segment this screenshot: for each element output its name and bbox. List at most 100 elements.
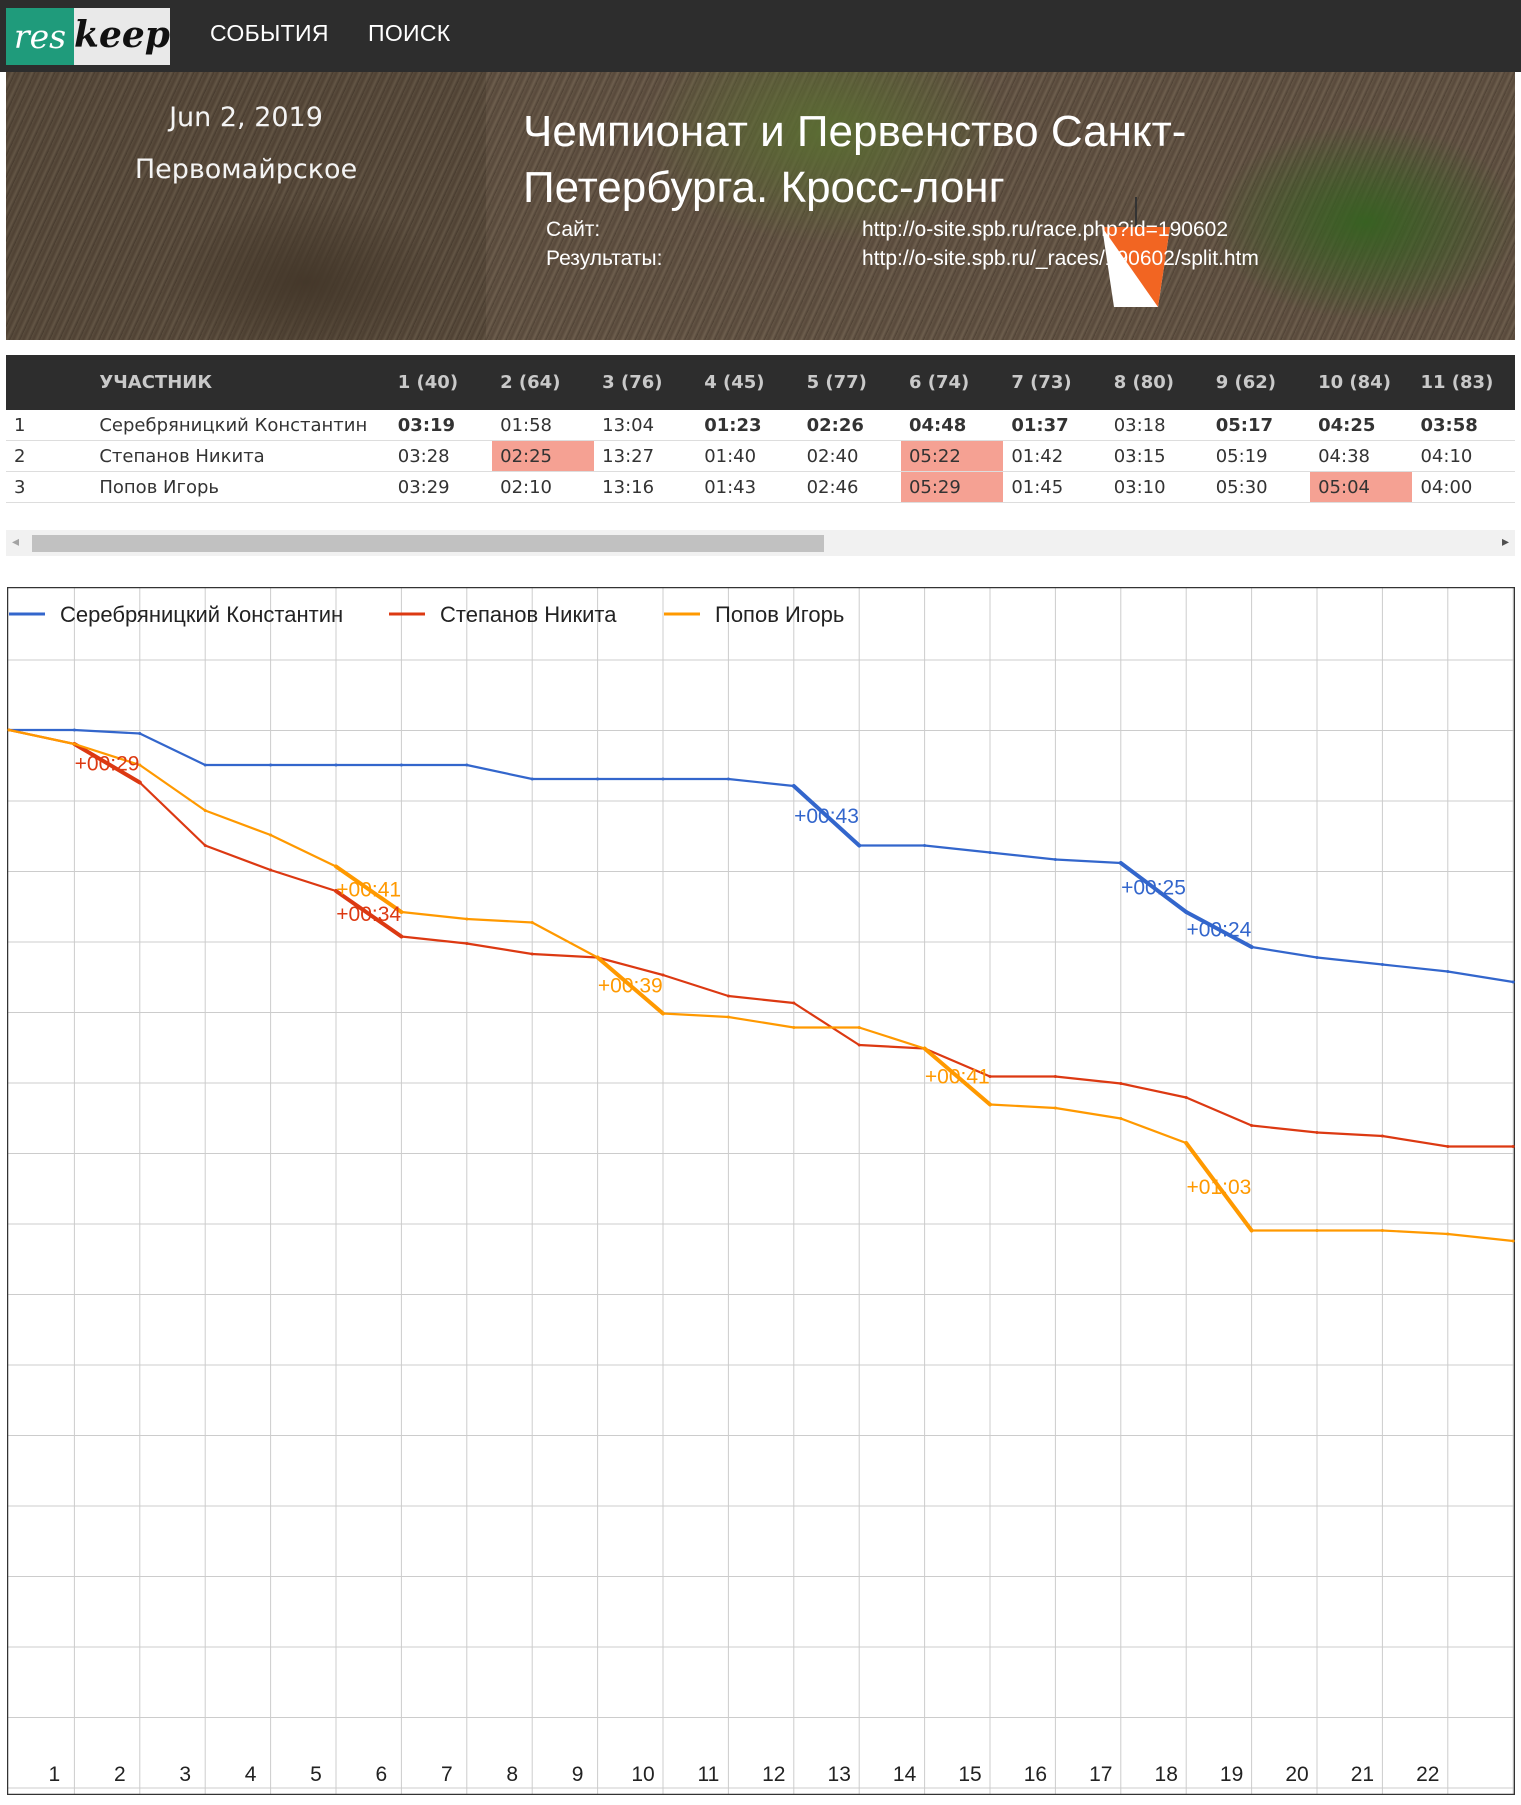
series-line[interactable] bbox=[8, 728, 1514, 1243]
scroll-left-arrow-icon[interactable]: ◂ bbox=[12, 534, 20, 550]
data-point[interactable] bbox=[269, 833, 273, 837]
legend-label[interactable]: Попов Игорь bbox=[715, 602, 844, 627]
data-point[interactable] bbox=[399, 935, 403, 938]
data-point[interactable] bbox=[1184, 910, 1188, 914]
data-point[interactable] bbox=[923, 844, 927, 847]
data-point[interactable] bbox=[726, 994, 730, 998]
data-point[interactable] bbox=[72, 728, 76, 732]
results-link[interactable]: http://o-site.spb.ru/_races/190602/split… bbox=[862, 247, 1259, 270]
data-point[interactable] bbox=[661, 973, 665, 977]
row-participant-name[interactable]: Степанов Никита bbox=[91, 440, 390, 472]
data-point[interactable] bbox=[1511, 1145, 1515, 1148]
data-point[interactable] bbox=[988, 1075, 992, 1078]
data-point[interactable] bbox=[465, 763, 469, 767]
table-row[interactable]: 1 Серебряницкий Константин 03:19 01:58 13:04… bbox=[6, 410, 1515, 441]
data-point[interactable] bbox=[923, 1047, 927, 1050]
data-point[interactable] bbox=[1315, 1131, 1319, 1134]
data-point[interactable] bbox=[1053, 1075, 1057, 1078]
data-point[interactable] bbox=[530, 952, 534, 956]
data-point[interactable] bbox=[334, 889, 338, 893]
data-point[interactable] bbox=[857, 1043, 861, 1047]
header-control-1[interactable]: 1 (40) bbox=[389, 355, 493, 410]
data-point[interactable] bbox=[661, 1012, 665, 1015]
data-point[interactable] bbox=[792, 1001, 796, 1005]
data-point[interactable] bbox=[7, 728, 11, 732]
data-point[interactable] bbox=[857, 1026, 861, 1029]
data-point[interactable] bbox=[1053, 1106, 1057, 1110]
data-point[interactable] bbox=[857, 844, 861, 847]
header-control-2[interactable]: 2 (64) bbox=[492, 355, 595, 410]
data-point[interactable] bbox=[1446, 1145, 1450, 1148]
data-point[interactable] bbox=[1119, 861, 1123, 865]
data-point[interactable] bbox=[1511, 1239, 1515, 1243]
data-point[interactable] bbox=[1446, 970, 1450, 973]
data-point[interactable] bbox=[138, 763, 142, 767]
data-point[interactable] bbox=[1315, 1229, 1319, 1232]
header-control-4[interactable]: 4 (45) bbox=[696, 355, 799, 410]
scrollbar-thumb[interactable] bbox=[32, 535, 824, 552]
data-point[interactable] bbox=[138, 732, 142, 735]
legend-label[interactable]: Степанов Никита bbox=[440, 602, 617, 627]
data-point[interactable] bbox=[1315, 956, 1319, 959]
data-point[interactable] bbox=[1446, 1232, 1450, 1236]
data-point[interactable] bbox=[203, 763, 207, 767]
data-point[interactable] bbox=[1380, 1229, 1384, 1232]
header-control-10[interactable]: 10 (84) bbox=[1310, 355, 1413, 410]
data-point[interactable] bbox=[334, 763, 338, 767]
data-point[interactable] bbox=[465, 942, 469, 945]
header-control-6[interactable]: 6 (74) bbox=[900, 355, 1004, 410]
data-point[interactable] bbox=[72, 742, 76, 746]
data-point[interactable] bbox=[1250, 945, 1254, 949]
data-point[interactable] bbox=[203, 809, 207, 812]
series-line[interactable] bbox=[9, 728, 1514, 984]
reskeep-logo[interactable]: res keep bbox=[6, 8, 170, 65]
nav-events-link[interactable]: СОБЫТИЯ bbox=[210, 20, 329, 46]
series-line[interactable] bbox=[8, 728, 1514, 1148]
data-point[interactable] bbox=[399, 910, 403, 914]
data-point[interactable] bbox=[1250, 1229, 1254, 1232]
header-control-11[interactable]: 11 (83) bbox=[1412, 355, 1515, 410]
data-point[interactable] bbox=[792, 784, 796, 788]
data-point[interactable] bbox=[465, 917, 469, 921]
nav-search-link[interactable]: ПОИСК bbox=[368, 20, 451, 46]
table-horizontal-scrollbar[interactable]: ◂ ▸ bbox=[6, 530, 1515, 556]
header-control-8[interactable]: 8 (80) bbox=[1105, 355, 1208, 410]
row-participant-name[interactable]: Попов Игорь bbox=[91, 471, 390, 503]
header-participant[interactable]: УЧАСТНИК bbox=[91, 355, 390, 410]
data-point[interactable] bbox=[596, 956, 600, 959]
data-point[interactable] bbox=[1119, 1117, 1123, 1120]
data-point[interactable] bbox=[1380, 963, 1384, 966]
data-point[interactable] bbox=[596, 777, 600, 781]
data-point[interactable] bbox=[726, 1015, 730, 1019]
data-point[interactable] bbox=[1250, 1124, 1254, 1127]
row-participant-name[interactable]: Серебряницкий Константин bbox=[91, 410, 390, 441]
header-control-7[interactable]: 7 (73) bbox=[1003, 355, 1106, 410]
data-point[interactable] bbox=[988, 1103, 992, 1106]
data-point[interactable] bbox=[530, 777, 534, 781]
data-point[interactable] bbox=[530, 921, 534, 924]
data-point[interactable] bbox=[988, 851, 992, 854]
scroll-right-arrow-icon[interactable]: ▸ bbox=[1501, 534, 1509, 550]
legend-label[interactable]: Серебряницкий Константин bbox=[60, 602, 343, 627]
data-point[interactable] bbox=[661, 777, 665, 781]
data-point[interactable] bbox=[399, 763, 403, 767]
data-point[interactable] bbox=[138, 781, 142, 784]
data-point[interactable] bbox=[1119, 1082, 1123, 1085]
header-control-3[interactable]: 3 (76) bbox=[594, 355, 697, 410]
data-point[interactable] bbox=[1184, 1141, 1188, 1145]
header-control-9[interactable]: 9 (62) bbox=[1207, 355, 1311, 410]
header-control-5[interactable]: 5 (77) bbox=[798, 355, 901, 410]
data-point[interactable] bbox=[269, 763, 273, 767]
data-point[interactable] bbox=[1184, 1096, 1188, 1099]
data-point[interactable] bbox=[726, 777, 730, 781]
data-point[interactable] bbox=[269, 868, 273, 872]
table-row[interactable]: 2 Степанов Никита 03:28 02:25 13:27 01:40 02:4… bbox=[6, 440, 1515, 472]
data-point[interactable] bbox=[1380, 1134, 1384, 1138]
data-point[interactable] bbox=[203, 844, 207, 847]
site-link[interactable]: http://o-site.spb.ru/race.php?id=190602 bbox=[862, 218, 1229, 241]
table-row[interactable]: 3 Попов Игорь 03:29 02:10 13:16 01:43 02:46 05:… bbox=[6, 471, 1515, 503]
data-point[interactable] bbox=[1511, 980, 1515, 984]
data-point[interactable] bbox=[792, 1026, 796, 1029]
data-point[interactable] bbox=[1053, 858, 1057, 861]
data-point[interactable] bbox=[334, 865, 338, 868]
